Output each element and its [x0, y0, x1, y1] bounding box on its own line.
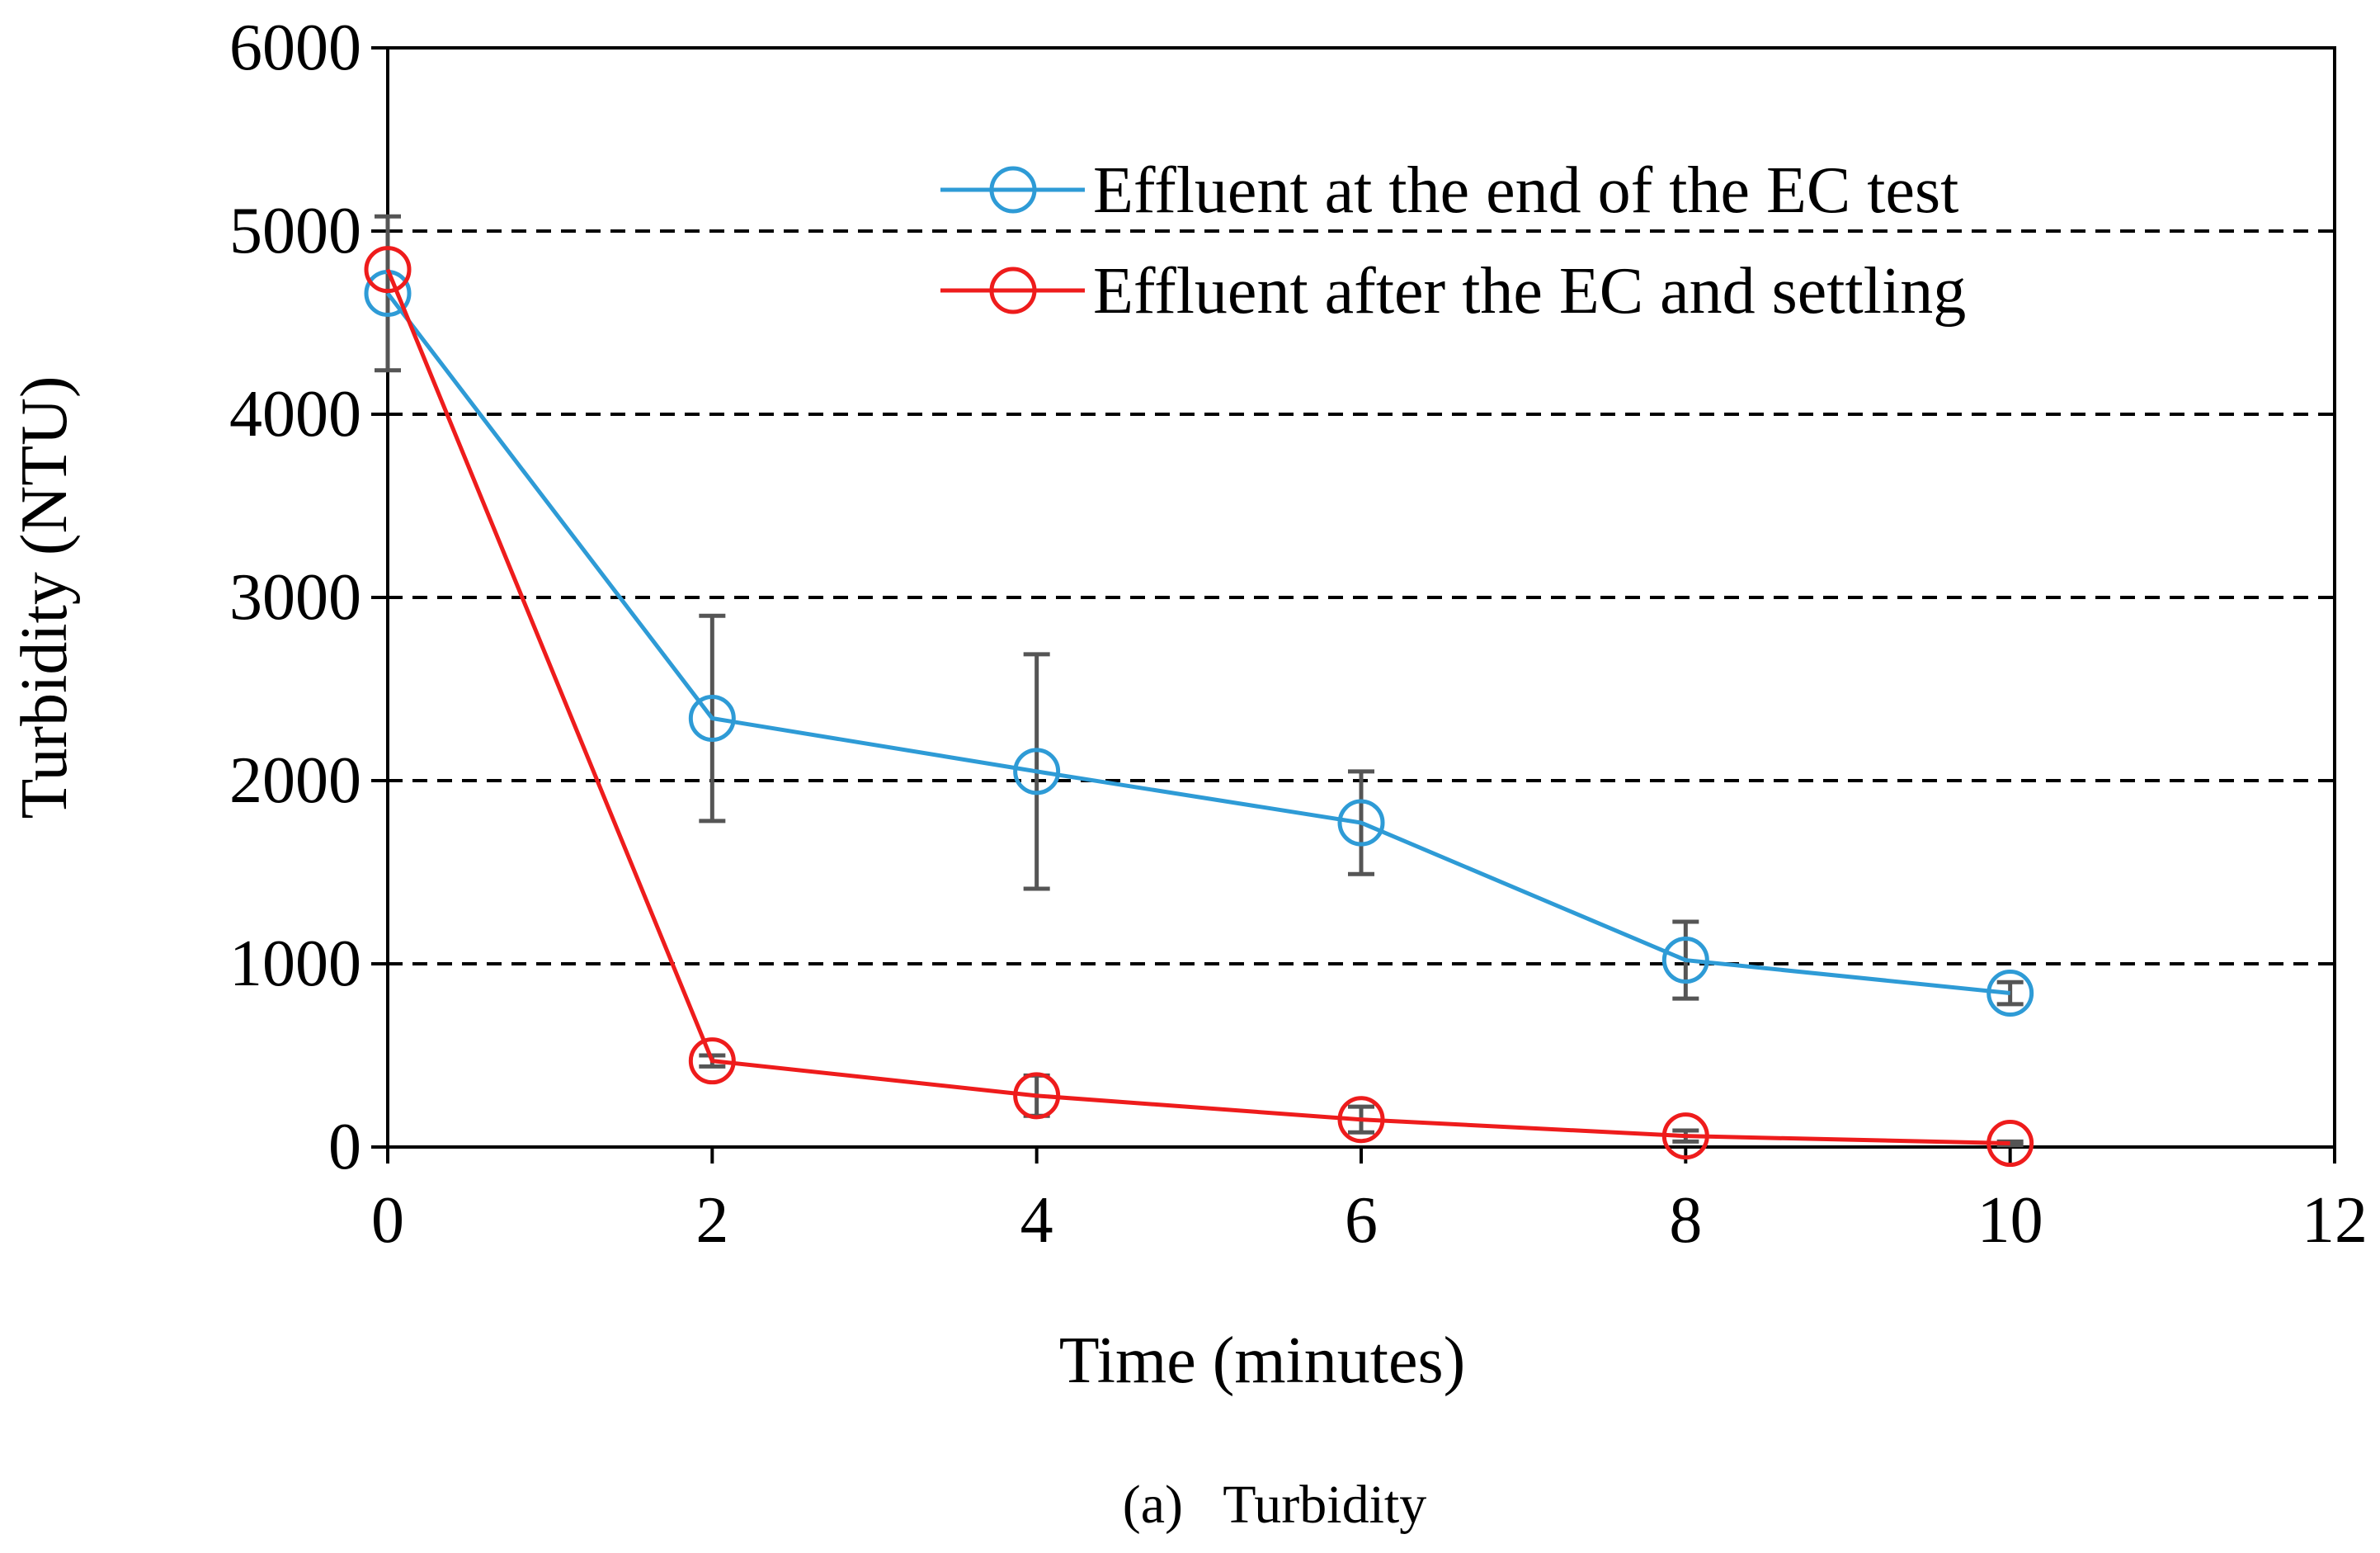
data-point [1013, 748, 1061, 795]
y-tick-label: 3000 [229, 561, 361, 634]
y-tick-label: 5000 [229, 195, 361, 267]
x-tick-label: 12 [2302, 1184, 2368, 1257]
y-axis-label: Turbidity (NTU) [8, 375, 81, 819]
legend-label: Effluent after the EC and settling [1093, 255, 1966, 328]
data-point [688, 695, 736, 743]
data-point [1013, 1072, 1061, 1120]
data-point [1986, 970, 2034, 1017]
legend-marker [989, 166, 1037, 214]
legend: Effluent at the end of the EC test Efflue… [940, 154, 1966, 328]
series-line [385, 268, 2010, 1146]
legend-item-1: Effluent at the end of the EC test [940, 154, 1958, 227]
data-point [364, 246, 412, 294]
y-tick-label: 2000 [229, 744, 361, 817]
legend-label: Effluent at the end of the EC test [1093, 154, 1958, 227]
x-tick-label: 10 [1977, 1184, 2043, 1257]
series-1 [364, 214, 2034, 1017]
series-2 [364, 246, 2034, 1168]
x-axis-label: Time (minutes) [1059, 1324, 1466, 1397]
data-point [1337, 1096, 1385, 1144]
series-layer [364, 214, 2034, 1168]
x-tick-label: 6 [1345, 1184, 1378, 1257]
y-axis-ticks: 0 1000 2000 3000 4000 5000 6000 [229, 12, 388, 1183]
y-tick-label: 4000 [229, 378, 361, 451]
data-point [688, 1037, 736, 1085]
x-tick-label: 2 [695, 1184, 728, 1257]
data-point [1661, 937, 1709, 984]
x-axis-ticks: 0 2 4 6 8 10 12 [371, 1147, 2368, 1257]
figure-caption: (a) Turbidity [1123, 1475, 1427, 1535]
legend-marker [989, 267, 1037, 314]
legend-item-2: Effluent after the EC and settling [940, 255, 1966, 328]
data-point [1337, 799, 1385, 847]
x-tick-label: 4 [1020, 1184, 1053, 1257]
y-tick-label: 0 [328, 1111, 361, 1183]
y-tick-label: 1000 [229, 928, 361, 1000]
x-tick-label: 8 [1669, 1184, 1702, 1257]
data-point [1986, 1120, 2034, 1168]
series-line [386, 291, 2010, 996]
data-point [1661, 1112, 1709, 1160]
y-tick-label: 6000 [229, 12, 361, 84]
x-tick-label: 0 [371, 1184, 404, 1257]
